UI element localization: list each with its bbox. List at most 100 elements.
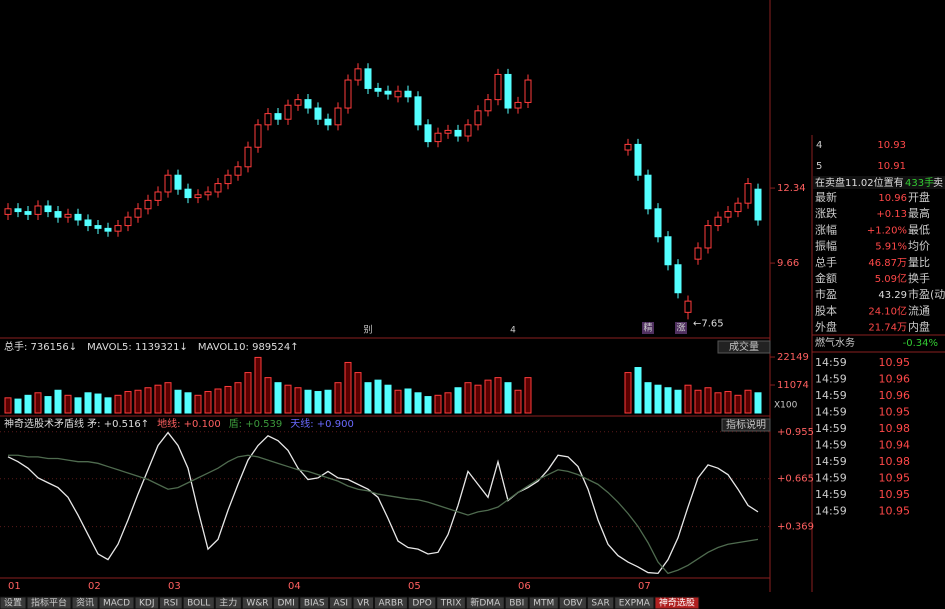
indicator-help[interactable]: 指标说明 bbox=[726, 418, 766, 431]
volume-bar bbox=[444, 392, 452, 414]
y-tick-label: 11074 bbox=[777, 380, 809, 391]
tab[interactable] bbox=[654, 596, 700, 609]
volume-bar bbox=[44, 396, 52, 414]
tab[interactable] bbox=[436, 596, 466, 609]
low-annotation: ←7.65 bbox=[693, 318, 724, 329]
stat-value: 10.96 bbox=[878, 193, 907, 204]
tab[interactable] bbox=[71, 596, 99, 609]
stat-label: 金额 bbox=[815, 271, 837, 285]
tab[interactable] bbox=[586, 596, 615, 609]
tab[interactable] bbox=[558, 596, 587, 609]
stat-label: 最高 bbox=[908, 206, 930, 220]
volume-bar bbox=[164, 382, 172, 414]
volume-bar bbox=[174, 389, 182, 414]
candle-body bbox=[314, 107, 322, 120]
volume-bar bbox=[384, 384, 392, 414]
tick-time: 14:59 bbox=[815, 505, 847, 518]
tab[interactable] bbox=[504, 596, 529, 609]
stat-value: 24.10亿 bbox=[868, 304, 907, 317]
tab-label[interactable]: 设置 bbox=[4, 598, 22, 609]
tick-price: 10.96 bbox=[879, 373, 911, 386]
volume-bar bbox=[504, 382, 512, 414]
tick-time: 14:59 bbox=[815, 356, 847, 369]
volume-header: MAVOL5: 1139321↓ bbox=[87, 342, 188, 353]
tab[interactable] bbox=[374, 596, 408, 609]
tab-label[interactable]: MACD bbox=[103, 599, 130, 609]
tab-label[interactable]: BIAS bbox=[304, 599, 325, 609]
tab-label[interactable]: SAR bbox=[591, 599, 609, 609]
tab-label[interactable]: 资讯 bbox=[76, 598, 94, 609]
volume-bar bbox=[634, 367, 642, 414]
tab[interactable] bbox=[465, 596, 505, 609]
tab[interactable] bbox=[26, 596, 72, 609]
tab-label[interactable]: ASI bbox=[334, 599, 349, 609]
order-notice: 卖 bbox=[933, 177, 943, 189]
candle-body bbox=[64, 213, 72, 218]
tab[interactable] bbox=[134, 596, 160, 609]
tab-label[interactable]: ARBR bbox=[379, 599, 404, 609]
volume-bar bbox=[264, 377, 272, 414]
tab-label[interactable]: 主力 bbox=[219, 597, 237, 609]
tab-label[interactable]: BOLL bbox=[187, 599, 210, 609]
candle-body bbox=[454, 129, 462, 137]
tab-label[interactable]: KDJ bbox=[139, 599, 155, 609]
tab-label[interactable]: 新DMA bbox=[470, 597, 501, 609]
tab-label[interactable]: W&R bbox=[246, 599, 268, 609]
tab-label[interactable]: EXPMA bbox=[619, 599, 651, 609]
tab-label[interactable]: DPO bbox=[412, 599, 431, 609]
candle-body bbox=[234, 166, 242, 176]
volume-bar bbox=[114, 394, 122, 414]
volume-bar bbox=[324, 389, 332, 414]
candle-body bbox=[214, 183, 222, 193]
tab[interactable] bbox=[329, 596, 353, 609]
tab[interactable] bbox=[407, 596, 437, 609]
tab[interactable] bbox=[159, 596, 183, 609]
tab-label[interactable]: DMI bbox=[277, 599, 294, 609]
tab-label[interactable]: VR bbox=[357, 599, 369, 609]
tab[interactable] bbox=[299, 596, 330, 609]
tab-label[interactable]: MTM bbox=[533, 599, 554, 609]
tab[interactable] bbox=[98, 596, 135, 609]
candle-body bbox=[264, 113, 272, 126]
indicator-header: 地线: +0.100 bbox=[157, 417, 221, 430]
volume-bar bbox=[154, 384, 162, 414]
stat-label: 最新 bbox=[815, 190, 837, 204]
tab[interactable] bbox=[352, 596, 374, 609]
tab-label[interactable]: 神奇选股 bbox=[659, 597, 695, 609]
candle-body bbox=[674, 264, 682, 294]
volume-bar bbox=[494, 377, 502, 414]
candle-body bbox=[684, 300, 692, 313]
volume-bar bbox=[694, 389, 702, 414]
tab-label[interactable]: BBI bbox=[509, 599, 524, 609]
tick-price: 10.95 bbox=[879, 356, 911, 369]
candle-body bbox=[54, 211, 62, 218]
tab[interactable] bbox=[182, 596, 215, 609]
order-notice: 433手 bbox=[905, 176, 934, 189]
tab-label[interactable]: RSI bbox=[164, 599, 179, 609]
volume-bar bbox=[744, 389, 752, 414]
candle-body bbox=[304, 99, 312, 109]
tab-label[interactable]: 指标平台 bbox=[31, 597, 67, 609]
tab[interactable] bbox=[0, 596, 27, 609]
help-box[interactable] bbox=[721, 418, 771, 432]
selector-box[interactable] bbox=[717, 340, 771, 354]
tab[interactable] bbox=[214, 596, 242, 609]
volume-selector[interactable]: 成交量 bbox=[729, 340, 759, 353]
volume-bar bbox=[104, 397, 112, 414]
tab-label[interactable]: OBV bbox=[563, 599, 583, 609]
y-tick-label: 22149 bbox=[777, 352, 809, 363]
tab[interactable] bbox=[528, 596, 559, 609]
tab[interactable] bbox=[614, 596, 655, 609]
stat-label: 涨跌 bbox=[815, 206, 837, 220]
event-marker: 涨 bbox=[676, 323, 685, 334]
candle-body bbox=[374, 87, 382, 92]
volume-header: 总手: 736156↓ bbox=[4, 340, 77, 353]
candle-body bbox=[274, 113, 282, 120]
tick-time: 14:59 bbox=[815, 472, 847, 485]
tab[interactable] bbox=[272, 596, 300, 609]
tab-label[interactable]: TRIX bbox=[440, 599, 462, 609]
candle-body bbox=[184, 188, 192, 199]
volume-bar bbox=[184, 392, 192, 414]
tab[interactable] bbox=[241, 596, 273, 609]
candle-body bbox=[694, 247, 702, 260]
